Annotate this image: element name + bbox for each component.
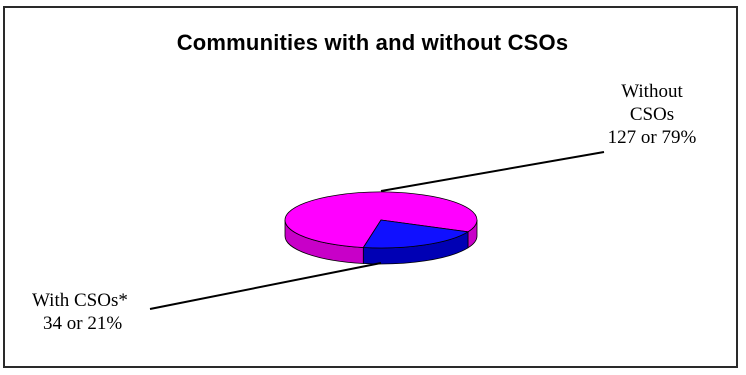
slice-name-without-line2: CSOs [629,104,675,125]
chart-frame [3,6,738,368]
data-label-with-csos: With CSOs* 34 or 21% [32,289,128,335]
slice-value-with: 34 or 21% [43,313,123,334]
leader-line-with-csos [149,262,382,310]
data-label-without-csos: Without CSOs 127 or 79% [582,80,722,149]
slice-name-without-line1: Without [621,81,683,102]
pie-slice-top-1 [362,219,470,249]
chart-title: Communities with and without CSOs [176,30,569,55]
slice-value-without: 127 or 79% [607,127,697,148]
slice-name-with: With CSOs* [32,290,128,311]
leader-line-without-csos [380,151,605,192]
